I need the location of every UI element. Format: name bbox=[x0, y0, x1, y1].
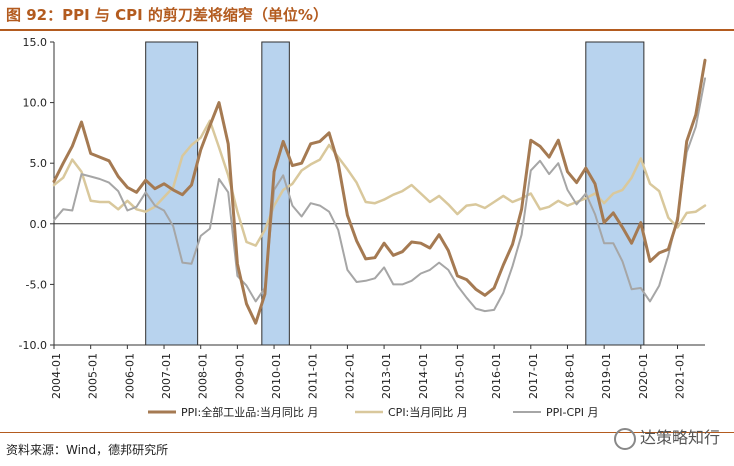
x-tick-label: 2014-01 bbox=[417, 353, 430, 399]
x-tick-label: 2009-01 bbox=[233, 353, 246, 399]
y-tick-label: -10.0 bbox=[19, 339, 47, 352]
x-tick-label: 2018-01 bbox=[563, 353, 576, 399]
legend-spread-label: PPI-CPI 月 bbox=[546, 406, 599, 419]
title-divider bbox=[0, 29, 734, 31]
shaded-period-2 bbox=[261, 41, 290, 346]
y-tick-label: 10.0 bbox=[23, 97, 48, 110]
x-tick-label: 2021-01 bbox=[673, 353, 686, 399]
x-tick-label: 2006-01 bbox=[123, 353, 136, 399]
legend-ppi-label: PPI:全部工业品:当月同比 月 bbox=[181, 405, 318, 419]
x-tick-label: 2007-01 bbox=[160, 353, 173, 399]
wechat-icon bbox=[613, 427, 636, 450]
source-note: 资料来源：Wind，德邦研究所 bbox=[6, 443, 169, 457]
chart-title: 图 92：PPI 与 CPI 的剪刀差将缩窄（单位%） bbox=[6, 6, 328, 24]
ppi-series-line bbox=[52, 58, 707, 325]
brand-watermark: 达策略知行 bbox=[613, 424, 720, 450]
x-tick-label: 2012-01 bbox=[343, 353, 356, 399]
shaded-period-1 bbox=[145, 41, 199, 346]
x-tick-label: 2011-01 bbox=[307, 353, 320, 399]
y-tick-label: -5.0 bbox=[26, 278, 47, 291]
y-tick-label: 5.0 bbox=[30, 157, 48, 170]
x-tick-label: 2008-01 bbox=[197, 353, 210, 399]
x-tick-label: 2010-01 bbox=[270, 353, 283, 399]
x-tick-label: 2019-01 bbox=[600, 353, 613, 399]
x-tick-label: 2016-01 bbox=[490, 353, 503, 399]
x-tick-label: 2013-01 bbox=[380, 353, 393, 399]
spread-series-line bbox=[53, 77, 706, 313]
y-tick-label: 15.0 bbox=[23, 36, 48, 49]
x-tick-label: 2005-01 bbox=[87, 353, 100, 399]
x-tick-label: 2017-01 bbox=[527, 353, 540, 399]
footer-divider bbox=[0, 432, 734, 433]
x-tick-label: 2004-01 bbox=[50, 353, 63, 399]
brand-label: 达策略知行 bbox=[639, 428, 720, 447]
y-tick-label: 0.0 bbox=[30, 218, 48, 231]
legend-cpi-label: CPI:当月同比 月 bbox=[388, 405, 468, 419]
x-tick-label: 2015-01 bbox=[453, 353, 466, 399]
x-tick-label: 2020-01 bbox=[637, 353, 650, 399]
